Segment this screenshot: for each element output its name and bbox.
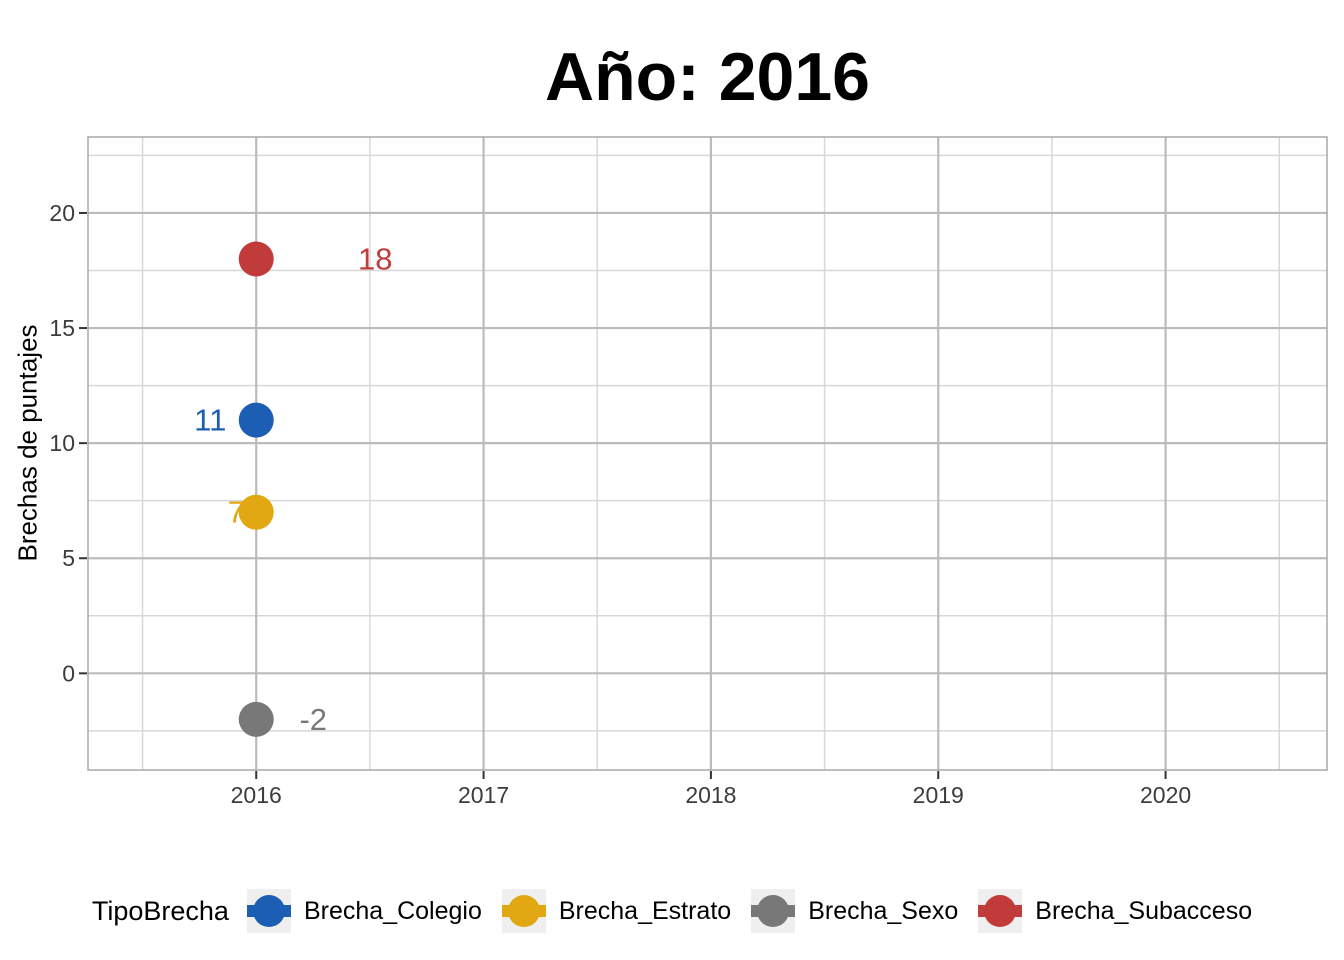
legend-key-icon-brecha_subacceso xyxy=(978,889,1023,933)
legend-key-dot-icon xyxy=(507,895,540,927)
x-axis-tick-label: 2020 xyxy=(1140,782,1191,808)
x-axis-tick-label: 2019 xyxy=(913,782,964,808)
legend-item-label: Brecha_Colegio xyxy=(303,896,482,925)
x-axis-tick-label: 2016 xyxy=(231,782,282,808)
legend-item-brecha_estrato: Brecha_Estrato xyxy=(501,889,732,933)
legend-item-brecha_sexo: Brecha_Sexo xyxy=(751,889,958,933)
legend-key-dot-icon xyxy=(252,895,285,927)
legend-item-brecha_colegio: Brecha_Colegio xyxy=(246,889,482,933)
data-point-brecha_colegio xyxy=(238,402,274,438)
point-value-label-brecha_estrato: 7 xyxy=(228,495,245,530)
legend: TipoBrecha Brecha_Colegio Brecha_Estrato B… xyxy=(0,887,1344,935)
data-point-brecha_sexo xyxy=(238,701,274,737)
y-axis-tick-label: 0 xyxy=(62,660,75,686)
legend-title: TipoBrecha xyxy=(91,895,229,926)
y-axis-tick-label: 5 xyxy=(62,545,75,571)
legend-key-icon-brecha_sexo xyxy=(751,889,796,933)
y-axis-tick-label: 10 xyxy=(49,430,75,456)
legend-item-label: Brecha_Estrato xyxy=(558,896,732,925)
legend-item-label: Brecha_Subacceso xyxy=(1035,896,1253,925)
y-axis-tick-label: 20 xyxy=(49,200,75,226)
legend-key-icon-brecha_estrato xyxy=(501,889,546,933)
legend-key-dot-icon xyxy=(984,895,1017,927)
point-value-label-brecha_sexo: -2 xyxy=(299,702,327,737)
panel-border xyxy=(87,136,1328,771)
point-value-label-brecha_subacceso: 18 xyxy=(358,241,392,276)
point-value-label-brecha_colegio: 11 xyxy=(194,403,226,438)
data-point-brecha_estrato xyxy=(238,494,274,530)
chart-title: Año: 2016 xyxy=(545,39,870,115)
legend-key-dot-icon xyxy=(757,895,790,927)
y-axis-tick-label: 15 xyxy=(49,315,75,341)
legend-item-label: Brecha_Sexo xyxy=(808,896,959,925)
x-axis-tick-label: 2017 xyxy=(458,782,509,808)
legend-item-brecha_subacceso: Brecha_Subacceso xyxy=(978,889,1252,933)
x-axis-tick-label: 2018 xyxy=(685,782,736,808)
data-point-brecha_subacceso xyxy=(238,241,274,277)
legend-key-icon-brecha_colegio xyxy=(246,889,291,933)
